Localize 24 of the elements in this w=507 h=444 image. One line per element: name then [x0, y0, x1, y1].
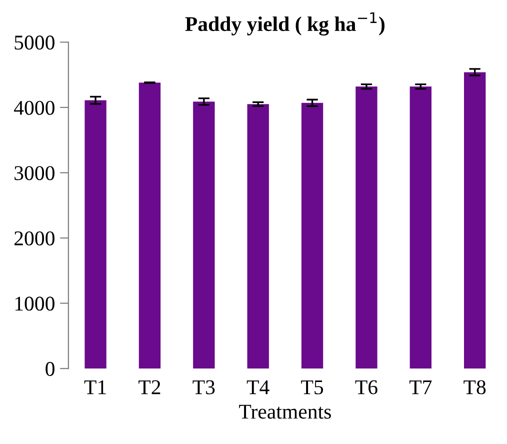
x-tick-label: T2 — [138, 380, 160, 394]
y-tick-label: 5000 — [14, 36, 54, 50]
x-tick-label: T1 — [84, 380, 106, 394]
chart-title: Paddy yield ( kg ha$^{−1}$) — [185, 12, 384, 36]
bar — [464, 72, 486, 369]
bar — [193, 102, 215, 369]
bar — [84, 100, 106, 369]
x-tick-label: T8 — [464, 380, 486, 394]
bar — [247, 104, 269, 369]
bar — [410, 86, 432, 369]
x-tick-label: T7 — [409, 380, 432, 394]
x-tick-label: T6 — [355, 380, 378, 394]
y-tick-label: 2000 — [14, 231, 54, 246]
bar — [301, 102, 324, 369]
x-tick-label: T3 — [192, 380, 215, 394]
y-tick-label: 4000 — [14, 100, 54, 115]
x-tick-label: T5 — [301, 380, 324, 394]
bar — [138, 82, 161, 369]
x-axis-title: Treatments — [239, 404, 331, 419]
bar — [356, 86, 378, 369]
y-tick-label: 0 — [46, 362, 54, 376]
y-tick-label: 1000 — [15, 296, 54, 311]
x-tick-label: T4 — [246, 380, 270, 394]
y-tick-label: 3000 — [14, 166, 54, 180]
